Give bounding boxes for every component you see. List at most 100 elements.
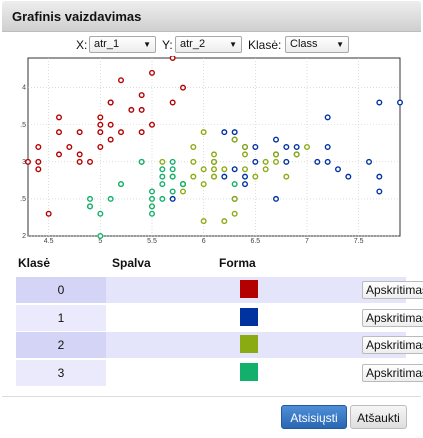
shape-select[interactable]: Apskritimas ▼ <box>362 281 423 299</box>
data-point <box>210 166 217 173</box>
legend-header-shape: Forma <box>219 256 256 270</box>
data-point <box>314 158 321 165</box>
data-point <box>366 158 373 165</box>
data-point <box>148 203 155 210</box>
data-point <box>272 136 279 143</box>
data-point <box>376 99 383 106</box>
data-point <box>200 181 207 188</box>
shape-select[interactable]: Apskritimas ▼ <box>362 364 423 382</box>
data-point <box>97 143 104 150</box>
data-point <box>283 143 290 150</box>
data-point <box>159 158 166 165</box>
x-axis-label: X: <box>76 38 88 52</box>
data-point <box>138 106 145 113</box>
data-point <box>117 181 124 188</box>
data-point <box>376 173 383 180</box>
data-point <box>148 210 155 217</box>
data-point <box>76 158 83 165</box>
y-axis-select-value: atr_2 <box>180 38 206 50</box>
data-point <box>241 166 248 173</box>
x-tick-label: 4.5 <box>44 238 54 244</box>
x-axis-select[interactable]: atr_1 ▼ <box>89 36 156 53</box>
data-point <box>241 173 248 180</box>
data-point <box>35 143 42 150</box>
legend-class-label: 0 <box>16 277 106 303</box>
plot-frame <box>27 57 401 237</box>
data-point <box>107 99 114 106</box>
class-select-value: Class <box>290 38 318 50</box>
data-point <box>241 143 248 150</box>
data-point <box>179 84 186 91</box>
scatter-plot: 4.5 5 5.5 6 6.5 7 7.5 4 3.5 3 2.5 2 <box>20 56 404 244</box>
data-point <box>169 56 176 61</box>
legend-row: 1 Apskritimas ▼ <box>16 305 423 331</box>
data-point <box>221 129 228 136</box>
y-tick-label: 3.5 <box>20 122 26 129</box>
legend-row-body: Apskritimas ▼ <box>106 305 423 331</box>
shape-select-value: Apskritimas <box>366 283 423 297</box>
data-point <box>128 106 135 113</box>
color-swatch[interactable] <box>240 280 258 298</box>
data-point <box>210 151 217 158</box>
data-point <box>117 77 124 84</box>
data-point <box>272 151 279 158</box>
download-button[interactable]: Atsisiųsti <box>281 405 347 429</box>
data-point <box>76 129 83 136</box>
data-point <box>169 188 176 195</box>
data-point <box>283 158 290 165</box>
data-point <box>304 143 311 150</box>
class-label: Klasė: <box>248 38 282 52</box>
shape-select[interactable]: Apskritimas ▼ <box>362 309 423 327</box>
data-point <box>56 151 63 158</box>
class-select[interactable]: Class ▼ <box>285 36 349 53</box>
x-axis-select-value: atr_1 <box>94 38 120 50</box>
legend-row-body: Apskritimas ▼ <box>106 360 423 386</box>
data-point <box>324 158 331 165</box>
data-point <box>56 114 63 121</box>
data-point <box>45 210 52 217</box>
dialog-titlebar[interactable]: Grafinis vaizdavimas <box>2 1 421 32</box>
axis-controls: X: atr_1 ▼ Y: atr_2 ▼ Klasė: Class ▼ <box>0 36 423 54</box>
data-point <box>148 188 155 195</box>
data-point <box>221 218 228 225</box>
color-swatch[interactable] <box>240 363 258 381</box>
data-point <box>159 166 166 173</box>
chevron-down-icon: ▼ <box>229 40 237 49</box>
data-point <box>138 129 145 136</box>
legend-class-label: 1 <box>16 305 106 331</box>
x-tick-label: 7.5 <box>354 238 364 244</box>
data-point <box>335 166 342 173</box>
data-point <box>97 210 104 217</box>
scatter-plot-area: 4.5 5 5.5 6 6.5 7 7.5 4 3.5 3 2.5 2 <box>20 56 406 244</box>
data-point <box>107 195 114 202</box>
data-point <box>397 99 404 106</box>
data-point <box>86 195 93 202</box>
data-point <box>231 129 238 136</box>
data-point <box>262 166 269 173</box>
data-point <box>272 158 279 165</box>
data-point <box>148 121 155 128</box>
y-axis-label: Y: <box>162 38 173 52</box>
legend-header-color: Spalva <box>112 256 151 270</box>
x-tick-label: 5.5 <box>147 238 157 244</box>
color-swatch[interactable] <box>240 308 258 326</box>
x-tick-label: 6.5 <box>250 238 260 244</box>
data-point <box>169 99 176 106</box>
y-axis-select[interactable]: atr_2 ▼ <box>175 36 242 53</box>
data-point <box>117 129 124 136</box>
data-point <box>35 158 42 165</box>
legend-row: 0 Apskritimas ▼ <box>16 277 423 303</box>
shape-select-value: Apskritimas <box>366 366 423 380</box>
data-point <box>262 158 269 165</box>
cancel-button[interactable]: Atšaukti <box>350 405 407 429</box>
legend-row: 3 Apskritimas ▼ <box>16 360 423 386</box>
data-point <box>231 181 238 188</box>
color-swatch[interactable] <box>240 335 258 353</box>
data-point <box>252 158 259 165</box>
chevron-down-icon: ▼ <box>143 40 151 49</box>
data-point <box>376 188 383 195</box>
data-point <box>169 173 176 180</box>
shape-select[interactable]: Apskritimas ▼ <box>362 336 423 354</box>
y-tick-label: 4 <box>22 85 26 92</box>
data-point <box>138 92 145 99</box>
